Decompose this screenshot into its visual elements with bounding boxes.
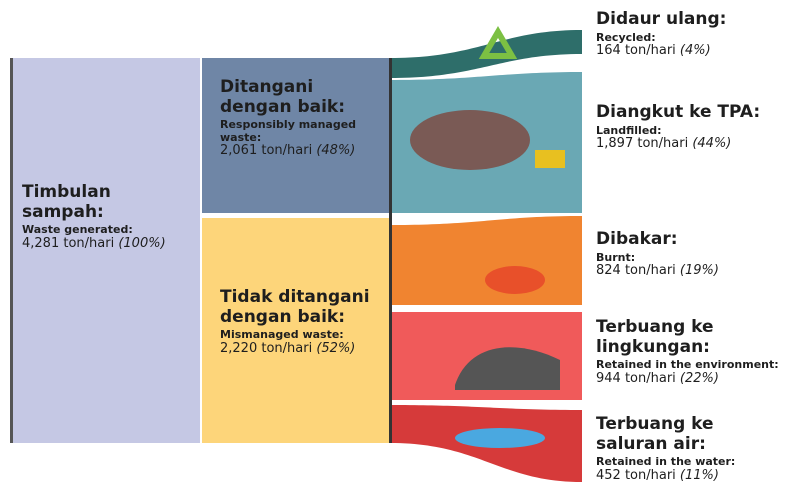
burnt-flow: [390, 216, 582, 305]
node-amount: 2,220 ton/hari (52%): [220, 340, 385, 357]
amount: 944 ton/hari: [596, 370, 676, 386]
node-label: Diangkut ke TPA: Landfilled: 1,897 ton/har…: [596, 102, 786, 152]
node-label: Didaur ulang: Recycled: 164 ton/hari (4%): [596, 9, 786, 59]
node-amount: 1,897 ton/hari (44%): [596, 136, 786, 152]
node-subtitle: Landfilled:: [596, 123, 662, 137]
node-label: Ditangani dengan baik: Responsibly manage…: [220, 77, 385, 159]
share: (19%): [679, 263, 719, 279]
divider: [389, 58, 392, 443]
share: (11%): [679, 467, 719, 483]
share: (44%): [692, 136, 732, 152]
share: (52%): [316, 340, 356, 356]
node-title: Terbuang ke saluran air:: [596, 414, 714, 454]
share: (4%): [679, 43, 711, 59]
amount: 164 ton/hari: [596, 43, 676, 59]
share: (100%): [118, 235, 166, 251]
node-title: Dibakar:: [596, 229, 678, 249]
amount: 452 ton/hari: [596, 467, 676, 483]
node-subtitle: Waste generated:: [22, 223, 133, 237]
node-amount: 164 ton/hari (4%): [596, 43, 786, 59]
amount: 2,220 ton/hari: [220, 340, 313, 356]
node-title: Terbuang ke lingkungan:: [596, 317, 714, 357]
node-amount: 4,281 ton/hari (100%): [22, 235, 192, 252]
amount: 2,061 ton/hari: [220, 143, 313, 159]
node-subtitle: Burnt:: [596, 250, 636, 264]
node-subtitle: Recycled:: [596, 30, 656, 44]
node-label: Terbuang ke lingkungan: Retained in the e…: [596, 317, 792, 387]
source-edge: [10, 58, 13, 443]
node-label: Timbulan sampah: Waste generated: 4,281 to…: [22, 182, 192, 252]
amount: 824 ton/hari: [596, 263, 676, 279]
water-icon: [455, 428, 545, 448]
source-block: [10, 58, 200, 443]
managed-block: [202, 58, 390, 213]
landfill-icon: [410, 110, 530, 170]
share: (48%): [316, 143, 356, 159]
fire-icon: [485, 266, 545, 294]
recycle-icon: [478, 26, 518, 59]
road-icon: [455, 347, 560, 390]
node-amount: 452 ton/hari (11%): [596, 467, 786, 484]
amount: 4,281 ton/hari: [22, 235, 115, 251]
node-title: Ditangani dengan baik:: [220, 77, 346, 117]
node-amount: 824 ton/hari (19%): [596, 263, 786, 279]
node-subtitle: Retained in the water:: [596, 455, 736, 469]
node-label: Tidak ditangani dengan baik: Mismanaged w…: [220, 287, 385, 357]
amount: 1,897 ton/hari: [596, 136, 689, 152]
node-title: Tidak ditangani dengan baik:: [220, 287, 370, 327]
mismanaged-block: [202, 218, 390, 443]
node-title: Timbulan sampah:: [22, 182, 111, 222]
node-subtitle: Mismanaged waste:: [220, 328, 344, 342]
node-subtitle: Retained in the environment:: [596, 358, 779, 372]
bulldozer-icon: [535, 150, 565, 168]
node-amount: 944 ton/hari (22%): [596, 370, 792, 387]
node-title: Diangkut ke TPA:: [596, 102, 761, 122]
node-subtitle: Responsibly managed waste:: [220, 118, 357, 144]
node-title: Didaur ulang:: [596, 9, 727, 29]
node-label: Dibakar: Burnt: 824 ton/hari (19%): [596, 229, 786, 279]
node-label: Terbuang ke saluran air: Retained in the …: [596, 414, 786, 484]
node-amount: 2,061 ton/hari (48%): [220, 143, 385, 159]
share: (22%): [679, 370, 719, 386]
